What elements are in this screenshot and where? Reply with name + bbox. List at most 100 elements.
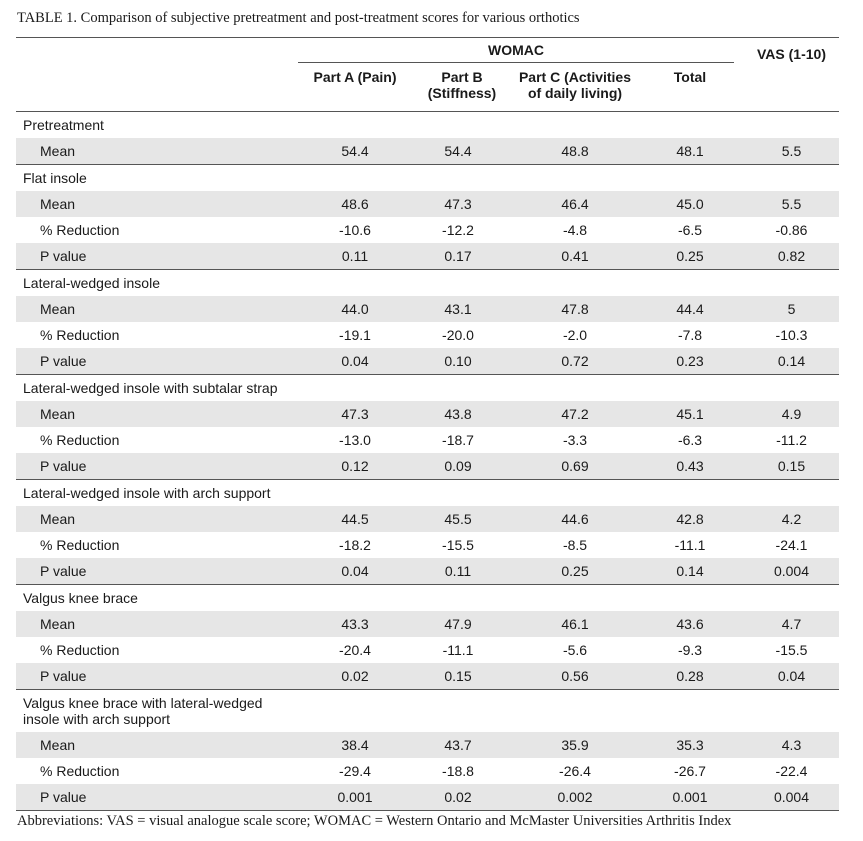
table-row: Mean 54.4 54.4 48.8 48.1 5.5 xyxy=(16,138,839,165)
column-gap xyxy=(734,322,744,348)
group-label: Lateral-wedged insole with subtalar stra… xyxy=(16,374,839,401)
table-cell: 47.3 xyxy=(412,191,504,217)
table-cell: -2.0 xyxy=(562,327,588,343)
row-label: % Reduction xyxy=(40,642,120,658)
table-cell: 0.41 xyxy=(504,243,646,270)
table-row: P value 0.04 0.10 0.72 0.23 0.14 xyxy=(16,348,839,375)
table-cell: -15.5 xyxy=(775,642,808,658)
table-cell: 54.4 xyxy=(412,138,504,165)
table-cell: 0.15 xyxy=(412,663,504,690)
table-cell: 47.9 xyxy=(412,611,504,637)
table-cell: 0.25 xyxy=(504,558,646,585)
column-header: Part C (Activities of daily living) xyxy=(504,62,646,112)
table-cell: -15.5 xyxy=(442,537,474,553)
table-cell: 42.8 xyxy=(646,506,734,532)
row-label: % Reduction xyxy=(40,327,120,343)
column-gap xyxy=(734,243,744,270)
group-label: Lateral-wedged insole with arch support xyxy=(16,479,839,506)
table-cell: 43.3 xyxy=(298,611,412,637)
table-cell: -26.7 xyxy=(674,763,706,779)
table-cell: 46.1 xyxy=(504,611,646,637)
row-label: P value xyxy=(16,348,298,375)
table-row: % Reduction -18.2 -15.5 -8.5 -11.1 -24.1 xyxy=(16,532,839,558)
table-row: Mean 43.3 47.9 46.1 43.6 4.7 xyxy=(16,611,839,637)
table-cell: -24.1 xyxy=(775,537,808,553)
table-cell: 0.72 xyxy=(504,348,646,375)
group-header-row: Flat insole xyxy=(16,164,839,191)
row-label: P value xyxy=(16,558,298,585)
table-row: % Reduction -19.1 -20.0 -2.0 -7.8 -10.3 xyxy=(16,322,839,348)
column-gap xyxy=(734,637,744,663)
column-gap xyxy=(734,401,744,427)
row-label: Mean xyxy=(16,296,298,322)
group-header-row: Lateral-wedged insole with arch support xyxy=(16,479,839,506)
table-cell: -6.3 xyxy=(677,432,703,448)
table-cell: 44.5 xyxy=(298,506,412,532)
table-cell: 48.8 xyxy=(504,138,646,165)
table-row: % Reduction -20.4 -11.1 -5.6 -9.3 -15.5 xyxy=(16,637,839,663)
header-row-group: WOMAC VAS (1-10) xyxy=(16,37,839,112)
table-cell: 48.6 xyxy=(298,191,412,217)
row-label: Mean xyxy=(16,401,298,427)
table-cell: 46.4 xyxy=(504,191,646,217)
table-cell: 43.7 xyxy=(412,732,504,758)
row-label: Mean xyxy=(16,611,298,637)
table-cell: 0.02 xyxy=(412,784,504,811)
header-row-columns: Part A (Pain) Part B (Stiffness) Part C … xyxy=(16,62,839,112)
table-cell: -29.4 xyxy=(339,763,371,779)
table-cell: -18.2 xyxy=(339,537,371,553)
table-row: P value 0.02 0.15 0.56 0.28 0.04 xyxy=(16,663,839,690)
table-footnote: Abbreviations: VAS = visual analogue sca… xyxy=(17,813,732,829)
womac-header: WOMAC xyxy=(298,37,734,63)
group-header-row: Lateral-wedged insole with subtalar stra… xyxy=(16,374,839,401)
table-cell: 0.04 xyxy=(298,558,412,585)
table-cell: -6.5 xyxy=(677,222,703,238)
table-row: Mean 48.6 47.3 46.4 45.0 5.5 xyxy=(16,191,839,217)
table-cell: 0.004 xyxy=(744,558,839,585)
table-cell: 54.4 xyxy=(298,138,412,165)
table-cell: 35.9 xyxy=(504,732,646,758)
table-cell: 0.001 xyxy=(646,784,734,811)
row-label: % Reduction xyxy=(40,763,120,779)
table-cell: 43.6 xyxy=(646,611,734,637)
column-header: Part B (Stiffness) xyxy=(412,62,504,112)
group-label: Pretreatment xyxy=(16,111,839,138)
table-row: P value 0.11 0.17 0.41 0.25 0.82 xyxy=(16,243,839,270)
table-cell: 0.23 xyxy=(646,348,734,375)
group-header-row: Valgus knee brace xyxy=(16,584,839,611)
table-cell: -4.8 xyxy=(562,222,588,238)
table-cell: -10.3 xyxy=(775,327,808,343)
table-cell: 0.56 xyxy=(504,663,646,690)
table-row: % Reduction -13.0 -18.7 -3.3 -6.3 -11.2 xyxy=(16,427,839,453)
table-row: Mean 47.3 43.8 47.2 45.1 4.9 xyxy=(16,401,839,427)
table-cell: 0.001 xyxy=(298,784,412,811)
table-row: P value 0.001 0.02 0.002 0.001 0.004 xyxy=(16,784,839,811)
table-cell: -12.2 xyxy=(442,222,474,238)
table-cell: 0.25 xyxy=(646,243,734,270)
table-cell: -7.8 xyxy=(677,327,703,343)
table-row: Mean 44.0 43.1 47.8 44.4 5 xyxy=(16,296,839,322)
table-cell: 0.09 xyxy=(412,453,504,480)
column-header: Total xyxy=(646,62,734,112)
group-label: Valgus knee brace xyxy=(16,584,839,611)
table-cell: -8.5 xyxy=(562,537,588,553)
table-cell: 4.7 xyxy=(744,611,839,637)
header-blank xyxy=(16,37,298,63)
table-cell: 0.02 xyxy=(298,663,412,690)
table-cell: 0.14 xyxy=(646,558,734,585)
vas-header: VAS (1-10) xyxy=(744,37,839,112)
table-cell: -20.4 xyxy=(339,642,371,658)
header-blank xyxy=(16,62,298,112)
table-cell: 0.004 xyxy=(744,784,839,811)
table-cell: 43.8 xyxy=(412,401,504,427)
table-cell: -11.2 xyxy=(776,432,807,448)
table-cell: 47.3 xyxy=(298,401,412,427)
header-gap xyxy=(734,63,744,112)
group-header-row: Pretreatment xyxy=(16,111,839,138)
group-header-row: Lateral-wedged insole xyxy=(16,269,839,296)
column-gap xyxy=(734,758,744,784)
group-label: Valgus knee brace with lateral-wedged in… xyxy=(16,689,839,732)
column-gap xyxy=(734,532,744,558)
table-cell: 0.14 xyxy=(744,348,839,375)
table-row: % Reduction -10.6 -12.2 -4.8 -6.5 -0.86 xyxy=(16,217,839,243)
